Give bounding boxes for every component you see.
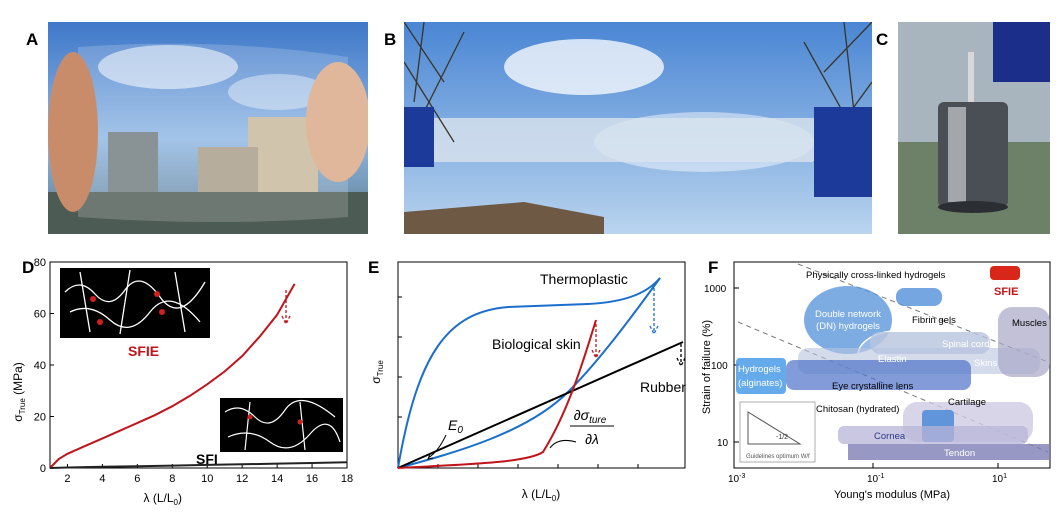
chart-e-curve-rubber [397,341,684,469]
chart-f-label-eye: Eye crystalline lens [832,381,914,392]
chart-e-arrow-deriv [549,440,577,449]
chart-f-label-fibrin: Fibrin gels [912,315,956,326]
chart-d-xtick-label: 12 [236,473,248,485]
chart-f-ytick-10: 10 [717,438,729,449]
chart-f-region-eye-lens [786,360,971,390]
chart-f-ylabel: Strain of failure (%) [701,320,713,414]
chart-e-label-derivative: ∂σture ∂λ [570,407,614,447]
chart-f-label-muscles: Muscles [1012,318,1047,329]
chart-f-label-pch: Physically cross-linked hydrogels [806,270,946,281]
chart-e-curve-sfie [397,319,597,469]
chart-f-xlabel: Young's modulus (MPa) [834,489,950,501]
chart-f-slope-inset: -1/2 Guidelines optimum W/f [739,401,816,463]
chart-f-xtick-2: 101 [992,473,1007,485]
chart-e-label-thermoplastic: Thermoplastic [540,271,628,287]
chart-e-curve-thermoplastic [397,277,661,469]
chart-e: Thermoplastic Biological skin Rubber E0 … [369,261,686,503]
chart-d-series-sfi-line [49,461,348,469]
chart-d-legend-sfie: SFIE [128,343,159,359]
chart-f-region-tendon [848,444,1050,460]
chart-f-label-skins: Skins [974,358,997,369]
panel-letter-b: B [384,30,397,49]
chart-f-region-hydrogels-alginates [736,358,786,394]
chart-e-xlabel: λ (L/L0) [522,487,560,503]
svg-text:-1/2: -1/2 [776,434,788,441]
chart-f-region-pch [896,288,942,306]
chart-d-xtick-label: 8 [169,473,175,485]
chart-d-xtick-label: 14 [271,473,283,485]
chart-d-inset-sfi-network [220,398,343,452]
chart-d-ylabel: σTrue (MPa) [11,362,27,422]
chart-f-label-hydrogels: Hydrogels [738,364,781,375]
chart-d-xtick-label: 6 [134,473,140,485]
chart-f-label-spinal: Spinal cord [942,339,990,350]
chart-d-arrow-sfie [281,290,291,326]
chart-f-label-dn1: Double network [815,309,881,320]
chart-d-xtick-label: 4 [99,473,105,485]
photo-hanging-weight [898,22,1050,234]
photo-stretched-film-hands [48,22,368,234]
chart-e-label-rubber: Rubber [640,379,686,395]
chart-d-legend-sfi: SFI [196,451,218,467]
chart-f-ytick-100: 100 [711,361,728,372]
svg-text:∂λ: ∂λ [585,431,599,447]
chart-f-label-dn2: (DN) hydrogels [816,321,880,332]
chart-e-arrow-e0 [427,434,447,460]
chart-f-xtick-0: 10-3 [728,473,745,485]
chart-d-ytick-label: 80 [34,257,46,269]
svg-text:∂σture: ∂σture [574,407,607,426]
chart-d-ytick-label: 20 [34,412,46,424]
panel-letter-c: C [876,30,889,49]
chart-e-arrow-rubber [676,344,686,368]
chart-f-label-alginates: (alginates) [738,378,782,389]
chart-d-ytick-label: 0 [40,463,46,475]
chart-f-label-cartilage: Cartilage [948,397,986,408]
panel-letter-e: E [368,258,380,277]
chart-d-xtick-label: 18 [341,473,353,485]
chart-f-label-tendon: Tendon [944,448,975,459]
chart-f-label-chitosan: Chitosan (hydrated) [816,404,899,415]
chart-d-ytick-label: 60 [34,309,46,321]
chart-f-region-sfie [990,266,1020,280]
chart-d-series-sfie-line [49,283,296,469]
chart-e-arrow-sfie [591,324,601,360]
chart-f-region-muscles [998,307,1050,377]
chart-f-label-cornea: Cornea [874,431,906,442]
chart-e-label-e0: E0 [448,417,463,436]
chart-d-inset-sfie-network [60,268,210,338]
panel-letter-d: D [22,258,35,277]
chart-e-arrow-thermoplastic [649,288,659,336]
chart-e-minor-ticks [398,296,639,468]
chart-e-frame [397,261,686,469]
chart-f-ytick-1000: 1000 [704,284,727,295]
photo-stretched-strip-sky [404,22,872,234]
chart-f-region-cornea [838,426,1028,444]
chart-f-xtick-1: 10-1 [867,473,884,485]
chart-d-xtick-label: 16 [306,473,318,485]
chart-e-label-biological-skin: Biological skin [492,336,581,352]
panel-letter-a: A [26,30,39,49]
panel-letter-f: F [708,258,719,277]
chart-f-label-elastin: Elastin [878,354,907,365]
chart-d-xlabel: λ (L/L0) [144,491,182,507]
chart-f: -1/2 Guidelines optimum W/f Physically c… [701,261,1051,501]
chart-d-xtick-label: 2 [64,473,70,485]
chart-d-ytick-label: 40 [34,360,46,372]
chart-f-label-sfie: SFIE [994,286,1018,298]
chart-e-ylabel: σTrue [369,360,385,384]
chart-d-xtick-label: 10 [201,473,213,485]
svg-text:Guidelines optimum W/f: Guidelines optimum W/f [746,454,810,460]
chart-d: 2 4 6 8 10 12 14 16 18 0 20 40 60 80 SFIE SFI λ (L/L… [11,257,353,507]
